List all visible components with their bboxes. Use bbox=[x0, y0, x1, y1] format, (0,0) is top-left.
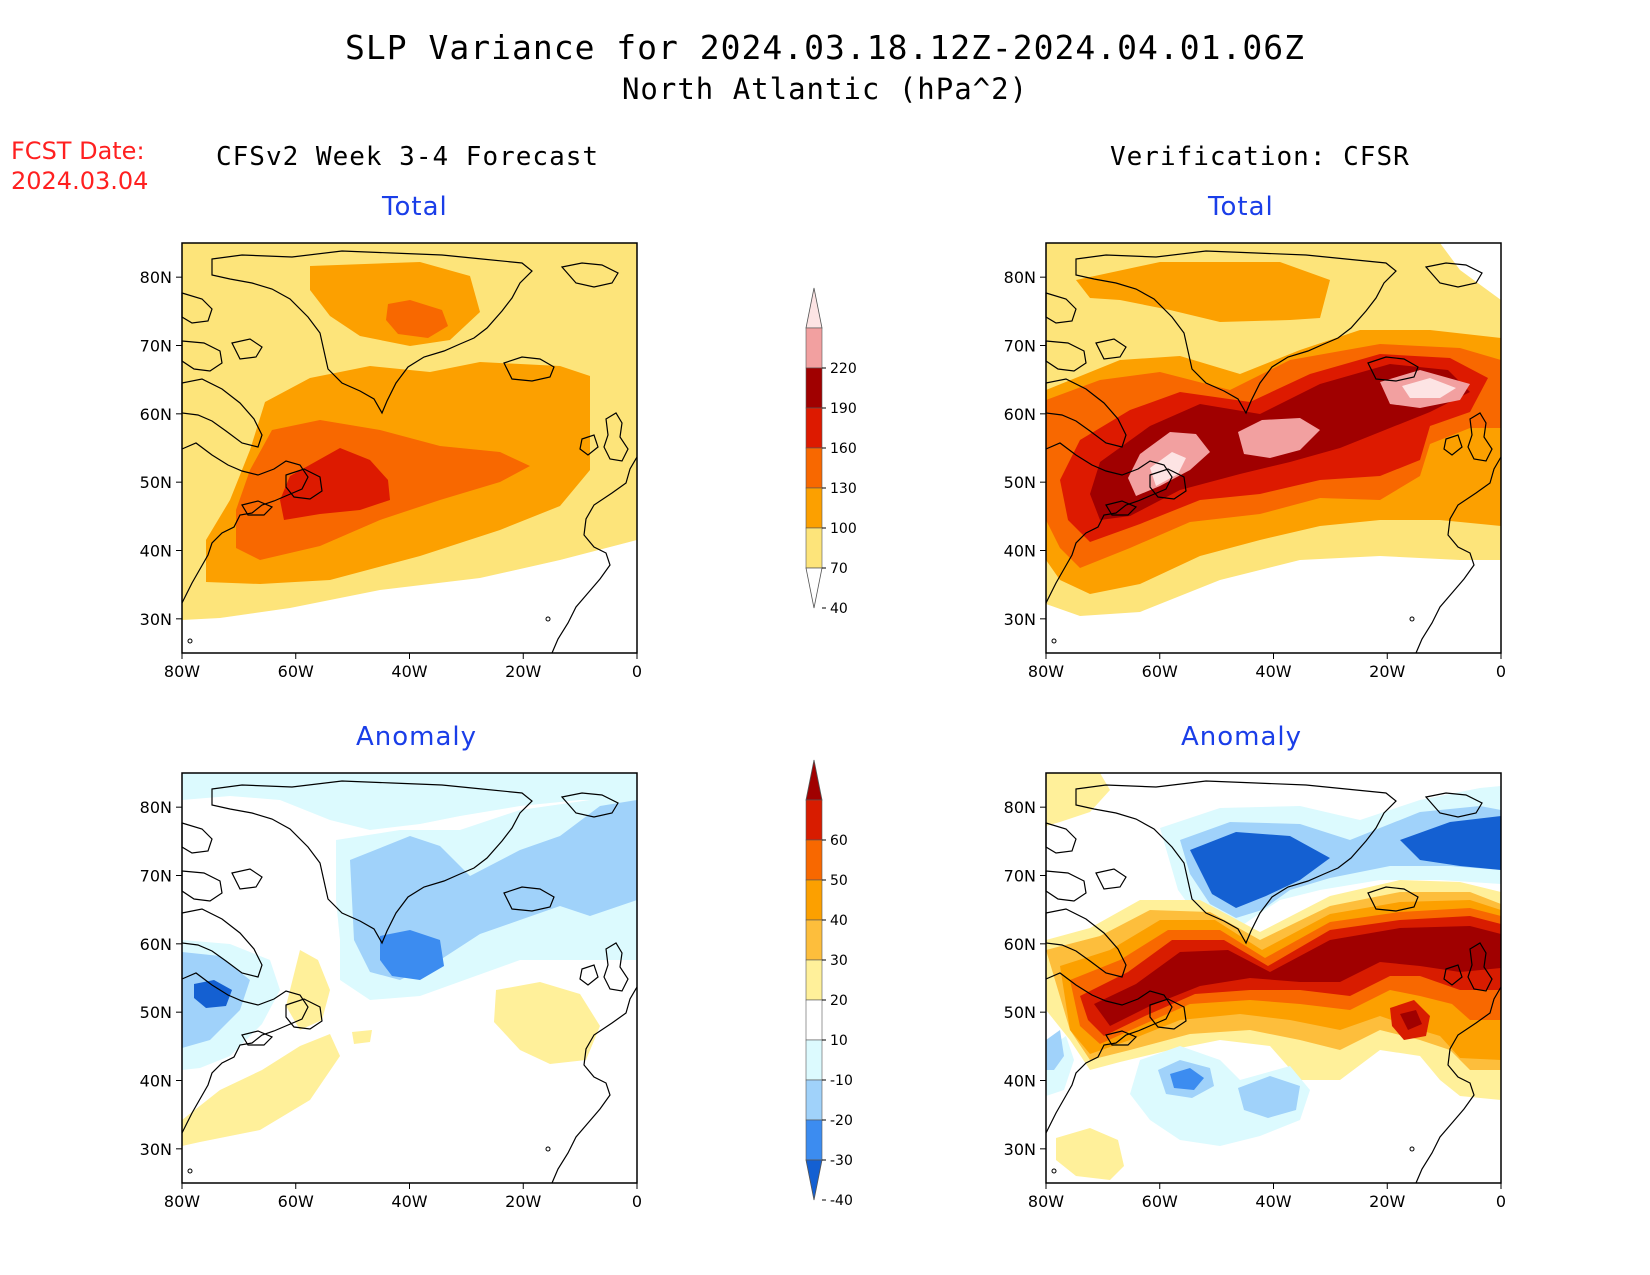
lon-label-forecast-total: 40W bbox=[391, 662, 427, 681]
chart-title: SLP Variance for 2024.03.18.12Z-2024.04.… bbox=[345, 28, 1305, 67]
colorbar-label: 220 bbox=[830, 361, 857, 377]
forecast-date: FCST Date: 2024.03.04 bbox=[11, 136, 148, 196]
colorbar-bottom-arrow bbox=[805, 567, 823, 609]
panel-title-verification-total: Total bbox=[1208, 192, 1274, 222]
lon-label-verification-total: 60W bbox=[1142, 662, 1178, 681]
lat-label-forecast-total: 80N bbox=[140, 268, 172, 287]
lon-label-verification-anomaly: 80W bbox=[1028, 1192, 1064, 1211]
lat-label-verification-total: 80N bbox=[1004, 268, 1036, 287]
lat-label-verification-anomaly: 60N bbox=[1004, 935, 1036, 954]
colorbar-swatch bbox=[805, 527, 823, 569]
colorbar-swatch bbox=[805, 1039, 823, 1081]
colorbar-swatch bbox=[805, 447, 823, 489]
colorbar-label: 60 bbox=[830, 833, 848, 849]
map-forecast-anomaly bbox=[181, 772, 638, 1184]
lon-label-verification-total: 20W bbox=[1369, 662, 1405, 681]
lat-label-verification-anomaly: 40N bbox=[1004, 1072, 1036, 1091]
lat-label-verification-anomaly: 80N bbox=[1004, 798, 1036, 817]
lon-label-verification-total: 40W bbox=[1255, 662, 1291, 681]
colorbar-swatch bbox=[805, 839, 823, 881]
lon-label-verification-anomaly: 40W bbox=[1255, 1192, 1291, 1211]
lat-label-verification-total: 50N bbox=[1004, 473, 1036, 492]
map-forecast-total bbox=[181, 242, 638, 654]
map-verification-total bbox=[1045, 242, 1502, 654]
colorbar-swatch bbox=[805, 327, 823, 369]
colorbar-swatch bbox=[805, 879, 823, 921]
lat-label-forecast-anomaly: 60N bbox=[140, 935, 172, 954]
lon-label-verification-anomaly: 0 bbox=[1496, 1192, 1506, 1211]
colorbar-bottom-arrow bbox=[805, 1159, 823, 1201]
lon-label-verification-total: 80W bbox=[1028, 662, 1064, 681]
lon-label-forecast-total: 60W bbox=[278, 662, 314, 681]
lat-label-forecast-anomaly: 80N bbox=[140, 798, 172, 817]
panel-title-verification-anomaly: Anomaly bbox=[1181, 722, 1303, 752]
colorbar-swatch bbox=[805, 919, 823, 961]
lat-label-forecast-total: 40N bbox=[140, 542, 172, 561]
lat-label-verification-total: 30N bbox=[1004, 610, 1036, 629]
colorbar-label: -20 bbox=[830, 1113, 853, 1129]
lon-label-forecast-anomaly: 20W bbox=[505, 1192, 541, 1211]
panel-title-forecast-anomaly: Anomaly bbox=[356, 722, 478, 752]
colorbar-swatch bbox=[805, 1079, 823, 1121]
axis-labels: 80N 70N 60N 50N 40N 30N 80W 60W 40W 20W 0 80N 70N 60N… bbox=[140, 268, 1506, 1211]
colorbar-total: 220 190 160 130 100 70 40 bbox=[805, 287, 857, 617]
lat-label-verification-anomaly: 50N bbox=[1004, 1003, 1036, 1022]
colorbar-label: 30 bbox=[830, 953, 848, 969]
colorbar-anomaly: 60 50 40 30 20 10 -10 -20 -30 -40 bbox=[805, 759, 853, 1209]
lat-label-verification-total: 40N bbox=[1004, 542, 1036, 561]
lon-label-verification-anomaly: 20W bbox=[1369, 1192, 1405, 1211]
colorbar-label: -40 bbox=[830, 1193, 853, 1209]
column-title-forecast: CFSv2 Week 3-4 Forecast bbox=[216, 142, 600, 172]
colorbar-label: 70 bbox=[830, 561, 848, 577]
forecast-date-label: FCST Date: bbox=[11, 137, 145, 165]
map-verification-anomaly bbox=[1045, 772, 1502, 1184]
colorbar-swatch bbox=[805, 959, 823, 1001]
lon-label-forecast-total: 0 bbox=[632, 662, 642, 681]
lon-label-forecast-total: 20W bbox=[505, 662, 541, 681]
colorbar-top-arrow bbox=[805, 759, 823, 801]
lat-label-verification-anomaly: 30N bbox=[1004, 1140, 1036, 1159]
panel-title-forecast-total: Total bbox=[382, 192, 448, 222]
lat-label-forecast-total: 60N bbox=[140, 405, 172, 424]
colorbar-label: 40 bbox=[830, 913, 848, 929]
lat-label-forecast-total: 30N bbox=[140, 610, 172, 629]
colorbar-label: 20 bbox=[830, 993, 848, 1009]
colorbar-label: -30 bbox=[830, 1153, 853, 1169]
column-title-verification: Verification: CFSR bbox=[1110, 142, 1410, 172]
colorbar-label: 100 bbox=[830, 521, 857, 537]
lon-label-forecast-anomaly: 0 bbox=[632, 1192, 642, 1211]
lon-label-verification-total: 0 bbox=[1496, 662, 1506, 681]
lat-label-verification-total: 60N bbox=[1004, 405, 1036, 424]
lon-label-verification-anomaly: 60W bbox=[1142, 1192, 1178, 1211]
lon-label-forecast-anomaly: 80W bbox=[164, 1192, 200, 1211]
forecast-date-value: 2024.03.04 bbox=[11, 167, 149, 195]
lat-label-forecast-anomaly: 40N bbox=[140, 1072, 172, 1091]
lat-label-forecast-anomaly: 30N bbox=[140, 1140, 172, 1159]
colorbar-label: 10 bbox=[830, 1033, 848, 1049]
colorbar-label: 50 bbox=[830, 873, 848, 889]
lat-label-forecast-anomaly: 50N bbox=[140, 1003, 172, 1022]
colorbar-swatch bbox=[805, 407, 823, 449]
colorbar-label: 190 bbox=[830, 401, 857, 417]
colorbar-swatch bbox=[805, 799, 823, 841]
lat-label-forecast-anomaly: 70N bbox=[140, 867, 172, 886]
lon-label-forecast-anomaly: 40W bbox=[391, 1192, 427, 1211]
lon-label-forecast-anomaly: 60W bbox=[278, 1192, 314, 1211]
colorbar-swatch bbox=[805, 999, 823, 1041]
lat-label-forecast-total: 50N bbox=[140, 473, 172, 492]
colorbar-swatch bbox=[805, 367, 823, 409]
lat-label-verification-anomaly: 70N bbox=[1004, 867, 1036, 886]
colorbar-swatch bbox=[805, 1119, 823, 1161]
lat-label-forecast-total: 70N bbox=[140, 337, 172, 356]
lat-label-verification-total: 70N bbox=[1004, 337, 1036, 356]
colorbar-top-arrow bbox=[805, 287, 823, 329]
colorbar-label: 160 bbox=[830, 441, 857, 457]
lon-label-forecast-total: 80W bbox=[164, 662, 200, 681]
colorbar-label: -10 bbox=[830, 1073, 853, 1089]
colorbar-label: 40 bbox=[830, 601, 848, 617]
colorbar-swatch bbox=[805, 487, 823, 529]
colorbar-label: 130 bbox=[830, 481, 857, 497]
chart-subtitle: North Atlantic (hPa^2) bbox=[621, 72, 1029, 106]
